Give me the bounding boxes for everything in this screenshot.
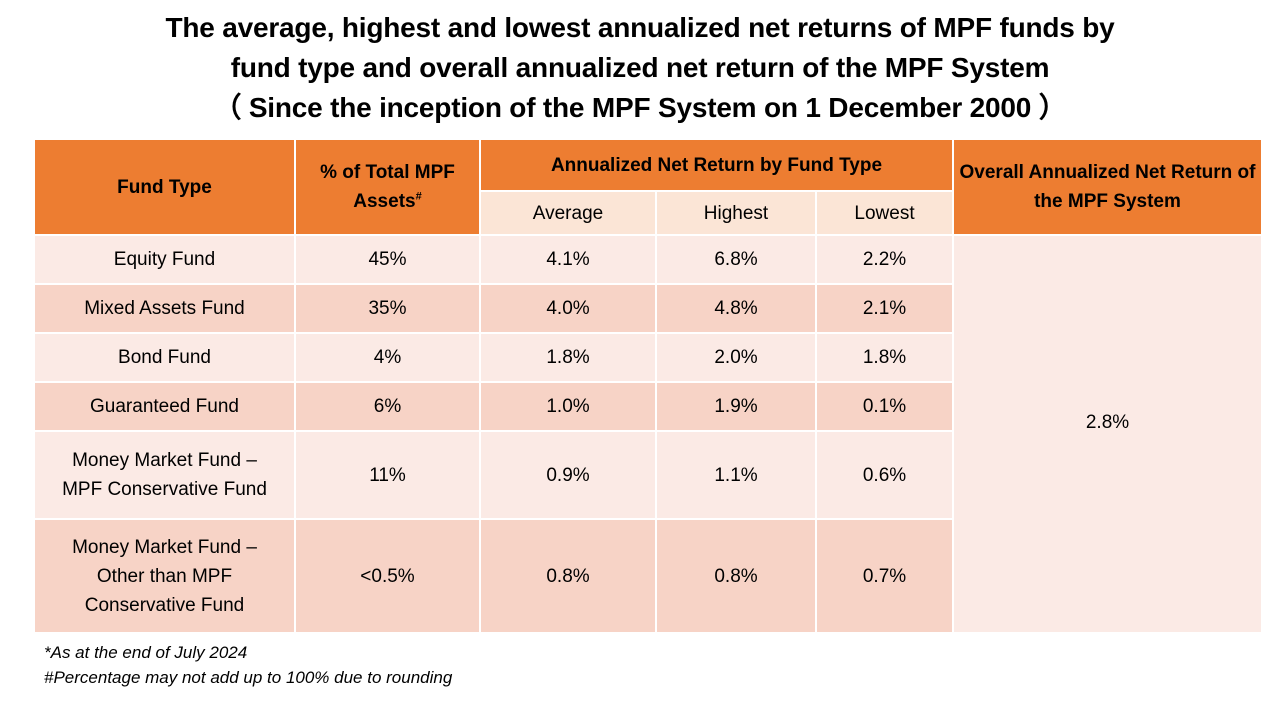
cell-lowest: 2.2% — [815, 234, 954, 285]
title-line-2: fund type and overall annualized net ret… — [230, 52, 1050, 83]
cell-lowest: 0.7% — [815, 518, 954, 634]
header-highest: Highest — [655, 190, 817, 236]
footnotes: *As at the end of July 2024 #Percentage … — [44, 640, 452, 690]
cell-highest: 1.1% — [655, 430, 817, 520]
cell-pct: 6% — [294, 381, 481, 432]
cell-highest: 2.0% — [655, 332, 817, 383]
cell-lowest: 0.1% — [815, 381, 954, 432]
cell-average: 1.0% — [479, 381, 657, 432]
cell-fund-type: Equity Fund — [33, 234, 296, 285]
cell-pct: <0.5% — [294, 518, 481, 634]
table-row: Money Market Fund – MPF Conservative Fun… — [33, 430, 1262, 520]
cell-lowest: 1.8% — [815, 332, 954, 383]
cell-overall: 2.8% — [952, 234, 1263, 634]
cell-average: 0.9% — [479, 430, 657, 520]
cell-fund-type-line: MPF Conservative Fund — [62, 479, 267, 500]
cell-fund-type: Money Market Fund – Other than MPF Conse… — [33, 518, 296, 634]
header-lowest: Lowest — [815, 190, 954, 236]
header-row-1: Fund Type % of Total MPF Assets# Annuali… — [33, 138, 1263, 236]
table-row: Mixed Assets Fund 35% 4.0% 4.8% 2.1% — [33, 283, 1262, 334]
header-fund-type: Fund Type — [33, 138, 296, 236]
header-by-fund-type: Annualized Net Return by Fund Type — [479, 138, 954, 192]
cell-highest: 4.8% — [655, 283, 817, 334]
cell-highest: 1.9% — [655, 381, 817, 432]
cell-highest: 0.8% — [655, 518, 817, 634]
cell-pct: 45% — [294, 234, 481, 285]
cell-average: 4.0% — [479, 283, 657, 334]
cell-pct: 35% — [294, 283, 481, 334]
cell-fund-type: Guaranteed Fund — [33, 381, 296, 432]
header-overall: Overall Annualized Net Return of the MPF… — [952, 138, 1263, 236]
cell-pct: 11% — [294, 430, 481, 520]
header-pct-assets-label: % of Total MPF Assets — [320, 162, 455, 212]
header-pct-assets: % of Total MPF Assets# — [294, 138, 481, 236]
cell-average: 4.1% — [479, 234, 657, 285]
table-row: Bond Fund 4% 1.8% 2.0% 1.8% — [33, 332, 1262, 383]
table-row: Money Market Fund – Other than MPF Conse… — [33, 518, 1262, 634]
cell-fund-type-line: Money Market Fund – — [72, 450, 257, 471]
cell-fund-type: Money Market Fund – MPF Conservative Fun… — [33, 430, 296, 520]
cell-fund-type-line: Other than MPF — [96, 565, 233, 587]
cell-lowest: 0.6% — [815, 430, 954, 520]
cell-average: 1.8% — [479, 332, 657, 383]
table-row: Equity Fund 45% 4.1% 6.8% 2.2% 2.8% — [33, 234, 1263, 634]
cell-fund-type-line: Money Market Fund – — [72, 536, 257, 558]
page-title: The average, highest and lowest annualiz… — [0, 8, 1280, 128]
returns-table: Fund Type % of Total MPF Assets# Annuali… — [33, 138, 1263, 634]
cell-highest: 6.8% — [655, 234, 817, 285]
table-row: Guaranteed Fund 6% 1.0% 1.9% 0.1% — [33, 381, 1262, 432]
cell-fund-type: Bond Fund — [33, 332, 296, 383]
cell-pct: 4% — [294, 332, 481, 383]
cell-average: 0.8% — [479, 518, 657, 634]
footnote-rounding: #Percentage may not add up to 100% due t… — [44, 668, 453, 687]
title-line-1: The average, highest and lowest annualiz… — [165, 12, 1115, 43]
cell-fund-type: Mixed Assets Fund — [33, 283, 296, 334]
header-pct-assets-mark: # — [415, 190, 422, 203]
cell-lowest: 2.1% — [815, 283, 954, 334]
header-average: Average — [479, 190, 657, 236]
cell-fund-type-line: Conservative Fund — [84, 594, 245, 616]
title-line-3: （ Since the inception of the MPF System … — [213, 92, 1067, 123]
footnote-date: *As at the end of July 2024 — [44, 643, 248, 662]
header-row-2: Average Highest Lowest — [34, 190, 1262, 236]
